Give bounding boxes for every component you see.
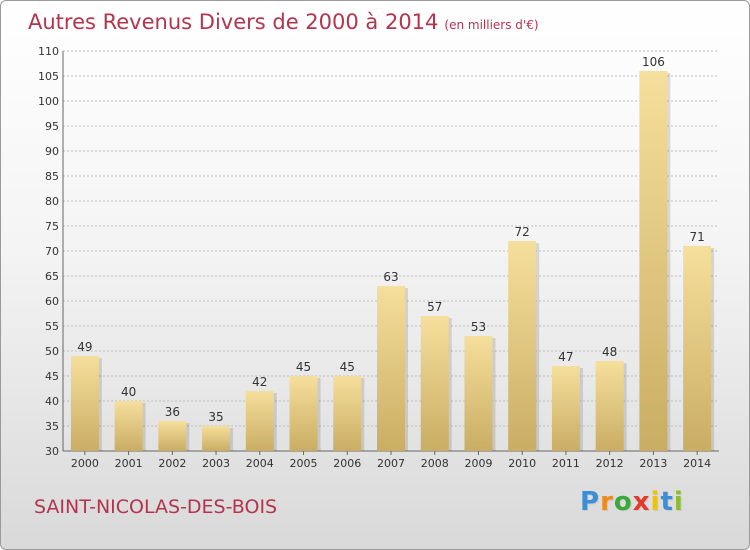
x-tick-label: 2014 — [683, 457, 711, 470]
y-tick-label: 35 — [45, 420, 59, 433]
x-tick-label: 2005 — [290, 457, 318, 470]
logo-letter: P — [580, 487, 601, 517]
y-tick-label: 95 — [45, 120, 59, 133]
x-tick-label: 2011 — [552, 457, 580, 470]
data-label: 53 — [471, 320, 486, 334]
logo-letter: r — [600, 487, 614, 517]
bar-2014 — [683, 246, 712, 451]
data-label: 48 — [602, 345, 617, 359]
data-label: 71 — [689, 230, 704, 244]
bar-2002 — [158, 421, 187, 451]
logo-letter: o — [613, 487, 633, 517]
y-tick-label: 60 — [45, 295, 59, 308]
y-tick-label: 45 — [45, 370, 59, 383]
data-label: 42 — [252, 375, 267, 389]
town-name: SAINT-NICOLAS-DES-BOIS — [34, 496, 278, 518]
bar-2003 — [202, 426, 231, 451]
logo-letter: t — [660, 487, 674, 517]
x-tick-label: 2004 — [246, 457, 274, 470]
bar-2006 — [333, 376, 362, 451]
data-label: 40 — [121, 385, 136, 399]
bar-2004 — [245, 391, 274, 451]
bar-2005 — [289, 376, 318, 451]
x-tick-label: 2001 — [115, 457, 143, 470]
y-tick-label: 65 — [45, 270, 59, 283]
x-tick-label: 2003 — [202, 457, 230, 470]
bar-2000 — [70, 356, 99, 451]
bar-2011 — [551, 366, 580, 451]
y-tick-label: 80 — [45, 195, 59, 208]
data-label: 45 — [296, 360, 311, 374]
chart-subtitle: (en milliers d'€) — [444, 18, 539, 32]
data-label: 36 — [165, 405, 180, 419]
bar-2001 — [114, 401, 143, 451]
logo-letter: x — [632, 487, 651, 517]
y-tick-label: 55 — [45, 320, 59, 333]
bar-2010 — [508, 241, 537, 451]
x-tick-label: 2009 — [464, 457, 492, 470]
y-tick-label: 105 — [38, 70, 59, 83]
y-tick-label: 40 — [45, 395, 59, 408]
data-label: 72 — [515, 225, 530, 239]
bar-2007 — [377, 286, 405, 451]
y-tick-label: 100 — [38, 95, 59, 108]
proxiti-logo: Proxiti — [580, 487, 684, 517]
chart-title-line: Autres Revenus Divers de 2000 à 2014 (en … — [28, 10, 539, 34]
data-label: 45 — [340, 360, 355, 374]
bar-2008 — [420, 316, 449, 451]
x-tick-label: 2000 — [71, 457, 99, 470]
data-label: 63 — [383, 270, 398, 284]
x-tick-label: 2006 — [333, 457, 361, 470]
y-tick-label: 75 — [45, 220, 59, 233]
x-tick-label: 2012 — [596, 457, 624, 470]
x-tick-label: 2002 — [158, 457, 186, 470]
chart-title: Autres Revenus Divers de 2000 à 2014 — [28, 10, 439, 34]
logo-letter: i — [650, 487, 661, 517]
x-tick-label: 2010 — [508, 457, 536, 470]
data-label: 106 — [642, 55, 665, 69]
bar-2009 — [464, 336, 493, 451]
x-tick-label: 2013 — [639, 457, 667, 470]
data-label: 47 — [558, 350, 573, 364]
bar-2012 — [595, 361, 624, 451]
bar-2013 — [639, 71, 668, 451]
x-tick-label: 2008 — [421, 457, 449, 470]
y-tick-label: 90 — [45, 145, 59, 158]
x-tick-label: 2007 — [377, 457, 405, 470]
y-tick-label: 70 — [45, 245, 59, 258]
data-label: 57 — [427, 300, 442, 314]
logo-letter: i — [673, 487, 684, 517]
data-label: 49 — [77, 340, 92, 354]
y-tick-label: 85 — [45, 170, 59, 183]
y-tick-label: 110 — [38, 45, 59, 58]
y-tick-label: 30 — [45, 445, 59, 458]
data-label: 35 — [208, 410, 223, 424]
y-tick-label: 50 — [45, 345, 59, 358]
